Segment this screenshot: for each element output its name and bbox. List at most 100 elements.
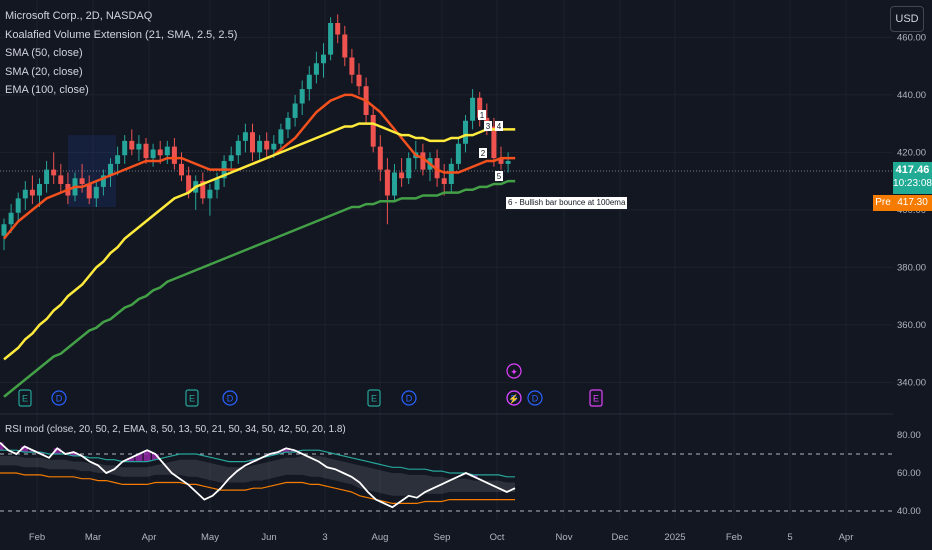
pattern-label: 3 [486, 122, 491, 131]
event-marker-label: D [406, 394, 413, 404]
candle-body [392, 172, 397, 196]
candle-body [37, 184, 42, 196]
rsi-axis: 80.00 60.00 40.00 [897, 430, 921, 517]
event-marker-label: E [189, 394, 195, 404]
dividend-icon [222, 390, 238, 406]
candle-body [150, 149, 156, 159]
price-tick-label: 460.00 [897, 32, 926, 43]
candle-body [448, 163, 454, 184]
rsi-pane [0, 441, 893, 512]
countdown-timer: 10:23:08 [893, 178, 932, 189]
candle-body [115, 155, 121, 164]
price-tick-label: 440.00 [897, 90, 926, 101]
pattern-label: 2 [481, 149, 486, 158]
symbol-title[interactable]: Microsoft Corp., 2D, NASDAQ [5, 10, 153, 22]
candle-body [370, 115, 376, 147]
price-tick-label: 340.00 [897, 377, 926, 388]
candle-body [214, 178, 220, 190]
rsi-lower-band [0, 472, 515, 504]
candle-body [477, 97, 483, 118]
premarket-price: 417.30 [893, 195, 932, 211]
candle-body [463, 120, 468, 144]
chart-grid [0, 0, 893, 520]
candle-body [108, 163, 113, 176]
price-tick-label: 420.00 [897, 147, 926, 158]
pattern-label-box [495, 121, 503, 131]
flash-icon-glyph: ⚡ [508, 393, 519, 405]
candle-body [278, 129, 284, 144]
event-marker-label: E [22, 394, 28, 404]
event-marker-label: D [56, 394, 63, 404]
last-price-value: 417.46 [895, 164, 930, 176]
candle-body [441, 178, 447, 184]
event-marker-label: E [371, 394, 377, 404]
time-tick-label: Aug [372, 532, 389, 543]
candle-body [321, 54, 326, 64]
time-tick-label: Mar [85, 532, 101, 543]
rsi-legend[interactable]: RSI mod (close, 20, 50, 2, EMA, 8, 50, 1… [5, 424, 346, 435]
currency-button[interactable]: USD [890, 6, 924, 32]
candle-body [384, 169, 390, 196]
sma50-line [3, 122, 516, 361]
event-markers: E D E D E D D E D ✦ ⚡ [18, 363, 603, 407]
candle-body [420, 152, 426, 170]
candle-body [470, 97, 476, 121]
time-tick-label: Jun [261, 532, 276, 543]
candle-body [79, 178, 85, 184]
candle-body [250, 132, 255, 153]
pattern-label-box [484, 121, 492, 131]
time-tick-label: 3 [322, 532, 327, 543]
earnings-icon [367, 389, 381, 407]
candle-body [328, 23, 334, 55]
indicator-ema100[interactable]: EMA (100, close) [5, 84, 89, 97]
pattern-label-box [478, 110, 486, 120]
candle-body [86, 184, 92, 199]
time-tick-label: Apr [142, 532, 157, 543]
bounce-annotation[interactable]: 6 - Bullish bar bounce at 100ema [506, 197, 628, 209]
rsi-tick-label: 80.00 [897, 430, 921, 441]
candle-body [356, 74, 362, 87]
candle-body [186, 175, 192, 193]
candle-body [285, 117, 291, 130]
candle-body [264, 140, 270, 150]
candle-body [306, 74, 312, 90]
time-tick-label: Apr [839, 532, 854, 543]
rsi-line [0, 441, 516, 509]
event-marker-label: D [511, 394, 518, 404]
candle-body [228, 155, 234, 161]
indicator-sma50[interactable]: SMA (50, close) [5, 47, 83, 60]
candle-body [313, 63, 319, 75]
candle-body [136, 143, 142, 150]
news-icon [506, 363, 522, 379]
candle-body [122, 140, 128, 156]
time-tick-label: 5 [787, 532, 792, 543]
chart-legend: Microsoft Corp., 2D, NASDAQ Koalafied Vo… [5, 7, 237, 100]
candle-body [292, 103, 298, 118]
candle-body [129, 140, 135, 150]
earnings-icon [589, 389, 603, 407]
candle-body [200, 181, 206, 199]
pattern-label-box [495, 171, 503, 181]
candle-body [491, 126, 497, 159]
candle-body [93, 186, 99, 199]
indicator-koalafied[interactable]: Koalafied Volume Extension (21, SMA, 2.5… [5, 28, 238, 41]
pattern-label: 1 [480, 111, 485, 120]
news-icon-glyph: ✦ [510, 367, 518, 377]
last-price-label: 417.46 10:23:08 [893, 162, 932, 194]
ema100-line [3, 179, 516, 398]
price-tick-label: 360.00 [897, 320, 926, 331]
candle-body [235, 140, 241, 156]
candle-body [51, 169, 57, 176]
candle-body [242, 132, 248, 141]
candle-body [157, 149, 163, 156]
candle-body [100, 175, 106, 187]
indicator-sma20[interactable]: SMA (20, close) [5, 65, 83, 78]
candle-body [299, 89, 305, 104]
candle-body [143, 143, 149, 159]
candle-body [349, 57, 355, 75]
time-axis: Feb Mar Apr May Jun 3 Aug Sep Oct Nov Dec 2025 Feb 5 A… [29, 532, 854, 543]
rsi-tick-label: 60.00 [897, 468, 921, 479]
earnings-icon [18, 389, 32, 407]
candle-body [22, 189, 28, 199]
